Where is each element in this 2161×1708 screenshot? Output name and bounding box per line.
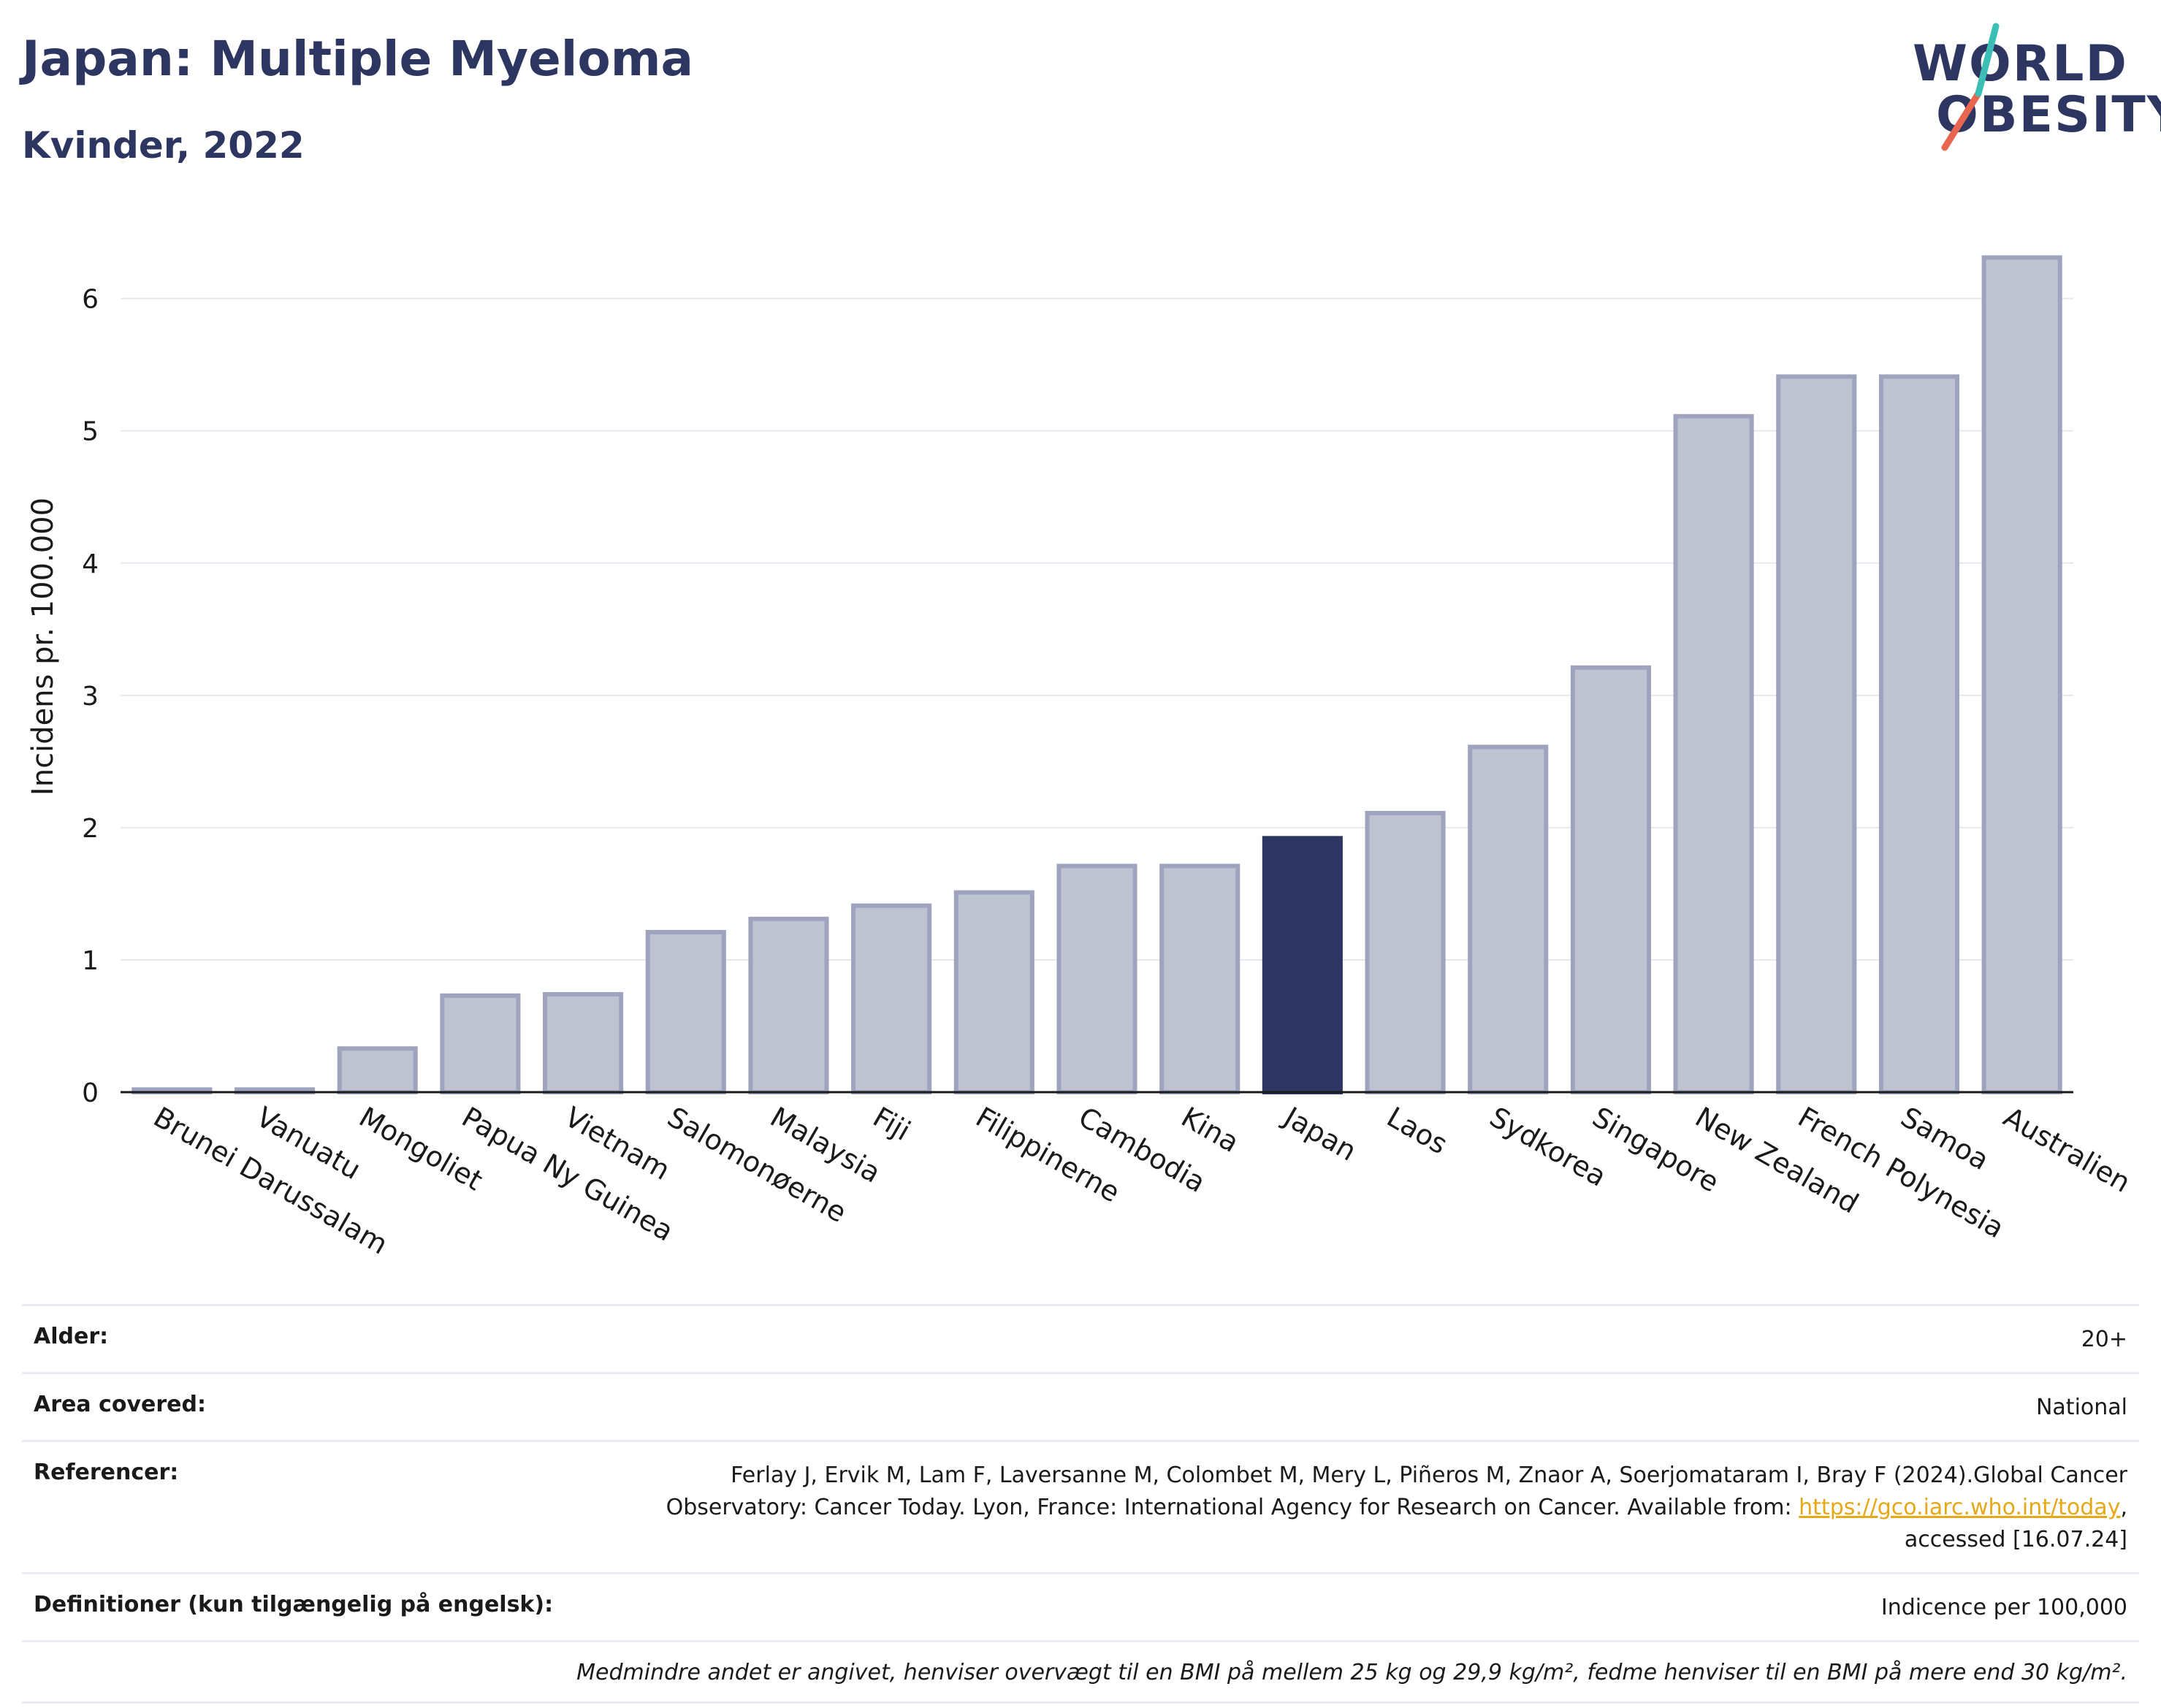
reference-line-3: accessed [16.07.24] [1904, 1527, 2127, 1552]
area-value: National [2035, 1395, 2127, 1420]
x-tick-label: Kina [1176, 1101, 1245, 1159]
definitions-label: Definitioner (kun tilgængelig på engelsk… [34, 1592, 554, 1617]
y-tick-label: 0 [82, 1078, 99, 1108]
reference-line-2: Observatory: Cancer Today. Lyon, France:… [666, 1495, 1799, 1520]
x-tick-label: Australien [1998, 1101, 2136, 1199]
x-tick-label: Japan [1278, 1100, 1362, 1167]
info-row-references: Referencer: Ferlay J, Ervik M, Lam F, La… [22, 1440, 2139, 1572]
page-title: Japan: Multiple Myeloma [22, 31, 694, 87]
logo-line1: WORLD [1913, 35, 2128, 93]
y-axis-label: Incidens pr. 100.000 [26, 497, 60, 796]
reference-line-2-end: , [2120, 1495, 2127, 1520]
y-tick-label: 4 [82, 549, 99, 579]
bar-salomon-erne [645, 929, 726, 1094]
world-obesity-logo: WORLD OBESITY [1899, 22, 2161, 153]
bar-chart: 0 1 2 3 4 5 6 Brunei DarussalamVanuatuMongolie… [26, 255, 2136, 1261]
y-tick-labels: 0 1 2 3 4 5 6 [82, 285, 99, 1108]
bar-kina [1159, 863, 1240, 1094]
bar-vietnam [543, 992, 624, 1094]
reference-line-1: Ferlay J, Ervik M, Lam F, Laversanne M, … [731, 1463, 2127, 1488]
y-tick-label: 1 [82, 946, 99, 976]
age-value: 20+ [2081, 1327, 2127, 1352]
references-label: Referencer: [34, 1460, 179, 1485]
bars [132, 255, 2062, 1095]
bar-samoa [1878, 374, 1960, 1094]
area-label: Area covered: [34, 1392, 206, 1417]
page-subtitle: Kvinder, 2022 [22, 124, 305, 167]
info-row-note: Medmindre andet er angivet, henviser ove… [22, 1640, 2139, 1704]
bar-singapore [1570, 665, 1651, 1094]
bmi-note: Medmindre andet er angivet, henviser ove… [576, 1660, 2127, 1685]
bar-french-polynesia [1776, 374, 1857, 1094]
x-tick-label: Fiji [868, 1101, 916, 1147]
info-row-definitions: Definitioner (kun tilgængelig på engelsk… [22, 1572, 2139, 1640]
definitions-value: Indicence per 100,000 [1880, 1595, 2127, 1620]
y-tick-label: 5 [82, 417, 99, 447]
references-value: Ferlay J, Ervik M, Lam F, Laversanne M, … [666, 1460, 2127, 1556]
y-tick-label: 2 [82, 814, 99, 844]
bar-fiji [851, 903, 932, 1095]
bar-australien [1981, 255, 2062, 1094]
info-table: Alder: 20+ Area covered: National Refere… [22, 1304, 2139, 1704]
bar-mongoliet [337, 1046, 418, 1094]
logo-slash-icon [1941, 23, 2000, 151]
y-tick-label: 3 [82, 682, 99, 712]
bar-cambodia [1056, 863, 1137, 1094]
age-label: Alder: [34, 1324, 109, 1349]
info-row-age: Alder: 20+ [22, 1304, 2139, 1372]
bar-filippinerne [953, 890, 1034, 1095]
x-tick-label: Laos [1381, 1101, 1453, 1161]
bar-japan [1262, 836, 1343, 1094]
bar-malaysia [748, 916, 829, 1094]
bar-new-zealand [1673, 413, 1754, 1094]
reference-link[interactable]: https://gco.iarc.who.int/today [1799, 1495, 2121, 1520]
bar-papua-ny-guinea [440, 993, 521, 1095]
bar-laos [1365, 810, 1446, 1095]
bar-sydkorea [1468, 744, 1549, 1094]
info-row-area: Area covered: National [22, 1372, 2139, 1440]
y-tick-label: 6 [82, 285, 99, 315]
x-tick-label: Sydkorea [1485, 1101, 1612, 1193]
x-tick-label: Salomonøerne [662, 1101, 852, 1229]
